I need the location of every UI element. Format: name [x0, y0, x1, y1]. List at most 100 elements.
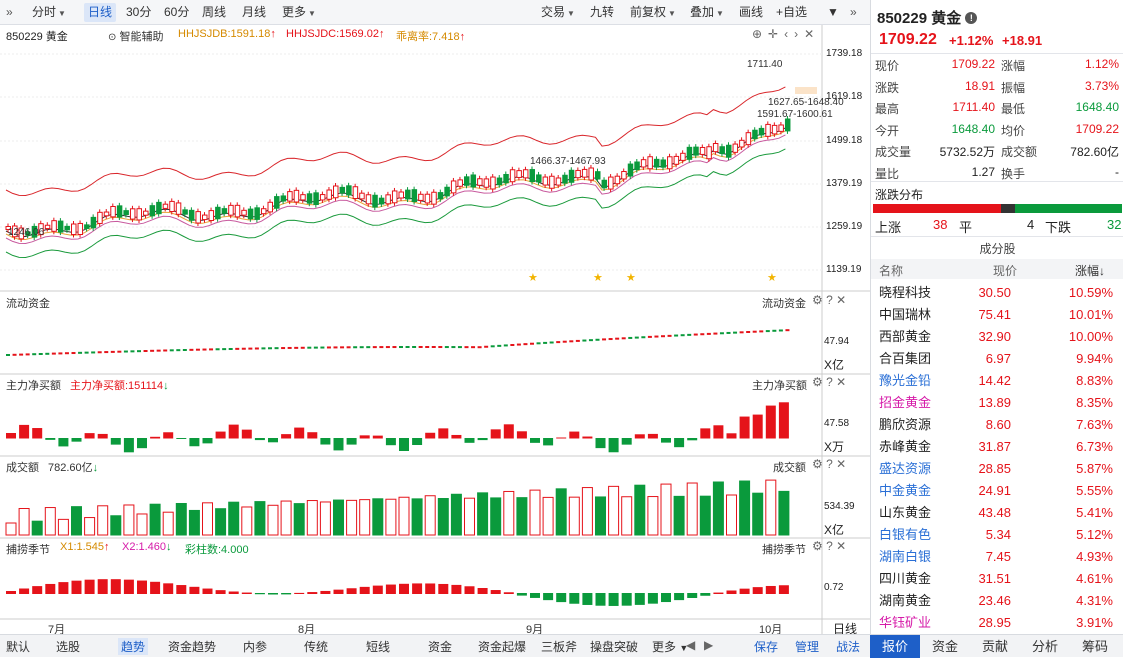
indicator-line	[5, 148, 786, 259]
stock-row[interactable]: 盛达资源 28.85 5.87%	[871, 458, 1123, 480]
panel-icons[interactable]: ⚙ ? ✕	[812, 375, 847, 389]
season-bar	[346, 588, 357, 594]
candle	[503, 173, 509, 184]
net-bar	[687, 438, 698, 441]
season-bar	[399, 583, 409, 594]
tab-fund-trend[interactable]: 资金趋势	[168, 640, 217, 654]
tab-short[interactable]: 短线	[366, 640, 391, 654]
stock-price: 43.48	[978, 505, 1011, 520]
quote-value: 1711.40	[952, 100, 996, 114]
candle	[57, 220, 64, 233]
stock-row[interactable]: 湖南白银 7.45 4.93%	[871, 546, 1123, 568]
quote-value: 1648.40	[1075, 100, 1119, 114]
volume-bar	[162, 511, 174, 536]
tab-more[interactable]: 更多 ▼	[278, 3, 320, 22]
tab-label: 更多	[652, 640, 677, 654]
arrow-left-icon[interactable]: ◀	[686, 638, 696, 652]
dist-up	[873, 204, 1001, 213]
volume-bar	[647, 496, 659, 536]
stock-row[interactable]: 华钰矿业 28.95 3.91%	[871, 612, 1123, 634]
draw-button[interactable]: 画线	[739, 5, 764, 19]
tab-fund[interactable]: 资金	[931, 639, 958, 654]
season-value: 0.72	[824, 582, 844, 593]
tab-monthly[interactable]: 月线	[242, 5, 267, 19]
overlay-button[interactable]: 叠加 ▼	[686, 3, 728, 22]
tab-classic[interactable]: 传统	[304, 640, 329, 654]
trade-button[interactable]: 交易 ▼	[537, 3, 579, 22]
save-button[interactable]: 保存	[754, 640, 779, 654]
volume-bar	[123, 504, 135, 536]
stock-row[interactable]: 白银有色 5.34 5.12%	[871, 524, 1123, 546]
stock-row[interactable]: 西部黄金 32.90 10.00%	[871, 326, 1123, 348]
tab-30min[interactable]: 30分	[126, 5, 152, 19]
net-bar	[372, 435, 383, 439]
tab-more[interactable]: 更多 ▼	[652, 638, 688, 655]
stock-row[interactable]: 中金黄金 24.91 5.55%	[871, 480, 1123, 502]
stock-price: 13.89	[978, 395, 1011, 410]
net-stat-value: 主力净买额:151114	[70, 380, 164, 392]
chart-controls[interactable]: ⊕✛‹›✕	[752, 27, 821, 41]
volume-bar	[595, 496, 606, 536]
tab-select[interactable]: 选股	[56, 640, 81, 654]
tab-chips[interactable]: 筹码	[1081, 639, 1108, 654]
nine-turn-button[interactable]: 九转	[590, 5, 615, 19]
stock-row[interactable]: 山东黄金 43.48 5.41%	[871, 502, 1123, 524]
tab-analysis[interactable]: 分析	[1031, 639, 1058, 654]
net-bar	[569, 431, 580, 439]
tab-daily[interactable]: 日线	[84, 3, 117, 22]
net-bar	[294, 427, 305, 439]
arrow-right-icon[interactable]: ▶	[704, 638, 714, 652]
smart-assist-toggle[interactable]: ⊙ 智能辅助	[108, 28, 163, 44]
candle	[411, 189, 418, 203]
panel-icons[interactable]: ⚙ ? ✕	[812, 457, 847, 471]
stock-row[interactable]: 中国瑞林 75.41 10.01%	[871, 304, 1123, 326]
col-price[interactable]: 现价	[993, 264, 1018, 278]
tab-default[interactable]: 默认	[6, 640, 31, 654]
candle	[84, 224, 90, 229]
expand-icon[interactable]: »	[850, 5, 857, 19]
stock-row[interactable]: 鹏欣资源 8.60 7.63%	[871, 414, 1123, 436]
col-pct[interactable]: 涨幅↓	[1075, 264, 1106, 278]
tab-fenshi[interactable]: 分时 ▼	[28, 3, 70, 22]
stock-row[interactable]: 合百集团 6.97 9.94%	[871, 348, 1123, 370]
tab-inside[interactable]: 内参	[243, 640, 268, 654]
collapse-icon[interactable]: »	[6, 5, 13, 19]
stock-code: 850229	[877, 10, 928, 27]
net-bar	[385, 438, 396, 446]
candle	[595, 171, 601, 180]
col-name[interactable]: 名称	[879, 264, 904, 278]
tab-contribution[interactable]: 贡献	[981, 639, 1008, 654]
adjust-button[interactable]: 前复权 ▼	[626, 3, 680, 22]
season-bar	[372, 585, 383, 594]
stock-row[interactable]: 晓程科技 30.50 10.59%	[871, 282, 1123, 304]
season-bar	[150, 581, 161, 594]
tab-weekly[interactable]: 周线	[202, 5, 227, 19]
panel-icons[interactable]: ⚙ ? ✕	[812, 539, 847, 553]
tab-fund[interactable]: 资金	[428, 640, 453, 654]
stock-price: 5.34	[985, 527, 1011, 542]
candle	[601, 179, 608, 189]
info-icon[interactable]: !	[965, 12, 978, 24]
panel-icons[interactable]: ⚙ ? ✕	[812, 293, 847, 307]
tab-60min[interactable]: 60分	[164, 5, 190, 19]
tab-three-axe[interactable]: 三板斧	[541, 640, 578, 654]
tab-breakout[interactable]: 操盘突破	[590, 640, 639, 654]
manage-button[interactable]: 管理	[795, 640, 820, 654]
stock-row[interactable]: 赤峰黄金 31.87 6.73%	[871, 436, 1123, 458]
kline-chart[interactable]: ★ ★ ★ ★	[0, 25, 870, 634]
candle	[457, 179, 463, 187]
stock-row[interactable]: 湖南黄金 23.46 4.31%	[871, 590, 1123, 612]
stock-row[interactable]: 招金黄金 13.89 8.35%	[871, 392, 1123, 414]
candle	[162, 203, 169, 209]
add-watchlist-button[interactable]: +自选	[776, 5, 808, 19]
chevron-down-icon[interactable]: ▼	[827, 5, 839, 19]
stock-row[interactable]: 四川黄金 31.51 4.61%	[871, 568, 1123, 590]
tab-fund-burst[interactable]: 资金起爆	[478, 640, 527, 654]
battle-button[interactable]: 战法	[836, 640, 861, 654]
season-bar	[202, 588, 213, 594]
net-bar	[84, 433, 95, 439]
tab-quote[interactable]: 报价	[870, 635, 920, 658]
stock-row[interactable]: 豫光金铅 14.42 8.83%	[871, 370, 1123, 392]
stock-price: 28.85	[978, 461, 1011, 476]
tab-trend[interactable]: 趋势	[118, 638, 149, 655]
